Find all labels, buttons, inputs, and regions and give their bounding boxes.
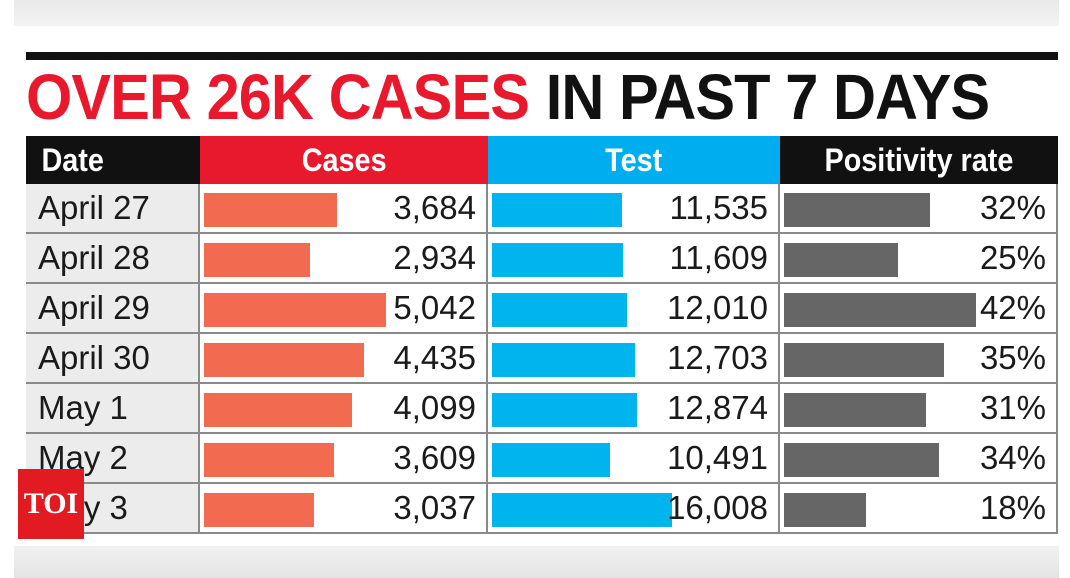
- test-bar: [492, 493, 672, 527]
- column-header-date: Date: [26, 136, 200, 184]
- cell-test: 10,491: [488, 434, 780, 482]
- cases-value-label: 2,934: [393, 239, 476, 276]
- cell-cases: 3,684: [200, 184, 488, 232]
- test-value-label: 16,008: [667, 489, 768, 526]
- cell-test: 16,008: [488, 484, 780, 532]
- column-header-test: Test: [488, 136, 780, 184]
- positivity-value-label: 31%: [979, 389, 1046, 426]
- positivity-value-label: 25%: [979, 239, 1046, 276]
- cases-bar: [204, 293, 386, 327]
- cases-value-label: 5,042: [393, 289, 476, 326]
- cases-value-label: 4,099: [393, 389, 476, 426]
- row-date: April 30: [26, 334, 200, 382]
- positivity-bar: [784, 343, 944, 377]
- bottom-edge: [14, 546, 1059, 578]
- cell-cases: 4,435: [200, 334, 488, 382]
- cell-test: 12,874: [488, 384, 780, 432]
- toi-logo: TOI: [18, 469, 84, 539]
- cell-cases: 3,037: [200, 484, 488, 532]
- test-bar: [492, 243, 623, 277]
- cell-cases: 3,609: [200, 434, 488, 482]
- column-header-cases: Cases: [200, 136, 488, 184]
- positivity-bar: [784, 293, 976, 327]
- test-value-label: 12,703: [667, 339, 768, 376]
- cases-value-label: 3,037: [393, 489, 476, 526]
- cell-cases: 2,934: [200, 234, 488, 282]
- table-row: April 27 3,684 11,535 32%: [26, 184, 1058, 234]
- cell-positivity: 42%: [780, 284, 1058, 332]
- title-dark-part: IN PAST 7 DAYS: [545, 61, 990, 133]
- cell-test: 12,010: [488, 284, 780, 332]
- table-row: April 28 2,934 11,609 25%: [26, 234, 1058, 284]
- cases-value-label: 4,435: [393, 339, 476, 376]
- cell-positivity: 18%: [780, 484, 1058, 532]
- column-header-positivity: Positivity rate: [780, 136, 1058, 184]
- chart-title: OVER 26K CASES IN PAST 7 DAYS: [26, 60, 990, 134]
- cell-test: 11,535: [488, 184, 780, 232]
- positivity-value-label: 42%: [979, 289, 1046, 326]
- test-value-label: 10,491: [667, 439, 768, 476]
- positivity-value-label: 32%: [979, 189, 1046, 226]
- cell-cases: 5,042: [200, 284, 488, 332]
- row-date: May 1: [26, 384, 200, 432]
- positivity-value-label: 18%: [979, 489, 1046, 526]
- cell-positivity: 32%: [780, 184, 1058, 232]
- test-bar: [492, 193, 622, 227]
- title-red-part: OVER 26K CASES: [26, 61, 530, 133]
- test-bar: [492, 443, 610, 477]
- test-value-label: 11,609: [669, 239, 768, 276]
- positivity-value-label: 35%: [979, 339, 1046, 376]
- row-date: April 28: [26, 234, 200, 282]
- cell-positivity: 34%: [780, 434, 1058, 482]
- data-table: Date Cases Test Positivity rate April 27…: [26, 136, 1058, 534]
- cell-positivity: 25%: [780, 234, 1058, 282]
- table-row: May 2 3,609 10,491 34%: [26, 434, 1058, 484]
- test-bar: [492, 343, 635, 377]
- cases-bar: [204, 393, 352, 427]
- cases-bar: [204, 343, 364, 377]
- cases-value-label: 3,684: [393, 189, 476, 226]
- positivity-bar: [784, 493, 866, 527]
- cases-bar: [204, 443, 334, 477]
- positivity-bar: [784, 393, 926, 427]
- test-bar: [492, 393, 637, 427]
- table-row: April 29 5,042 12,010 42%: [26, 284, 1058, 334]
- cases-value-label: 3,609: [393, 439, 476, 476]
- positivity-bar: [784, 243, 898, 277]
- cases-bar: [204, 493, 314, 527]
- cases-bar: [204, 243, 310, 277]
- header-rule: [26, 52, 1058, 60]
- table-row: May 1 4,099 12,874 31%: [26, 384, 1058, 434]
- positivity-bar: [784, 193, 930, 227]
- cases-bar: [204, 193, 337, 227]
- test-bar: [492, 293, 627, 327]
- positivity-bar: [784, 443, 939, 477]
- table-row: April 30 4,435 12,703 35%: [26, 334, 1058, 384]
- cell-positivity: 35%: [780, 334, 1058, 382]
- cell-positivity: 31%: [780, 384, 1058, 432]
- cell-cases: 4,099: [200, 384, 488, 432]
- row-date: April 29: [26, 284, 200, 332]
- test-value-label: 12,874: [667, 389, 768, 426]
- cell-test: 12,703: [488, 334, 780, 382]
- top-edge: [14, 0, 1059, 26]
- positivity-value-label: 34%: [979, 439, 1046, 476]
- row-date: April 27: [26, 184, 200, 232]
- test-value-label: 11,535: [669, 189, 768, 226]
- test-value-label: 12,010: [667, 289, 768, 326]
- cell-test: 11,609: [488, 234, 780, 282]
